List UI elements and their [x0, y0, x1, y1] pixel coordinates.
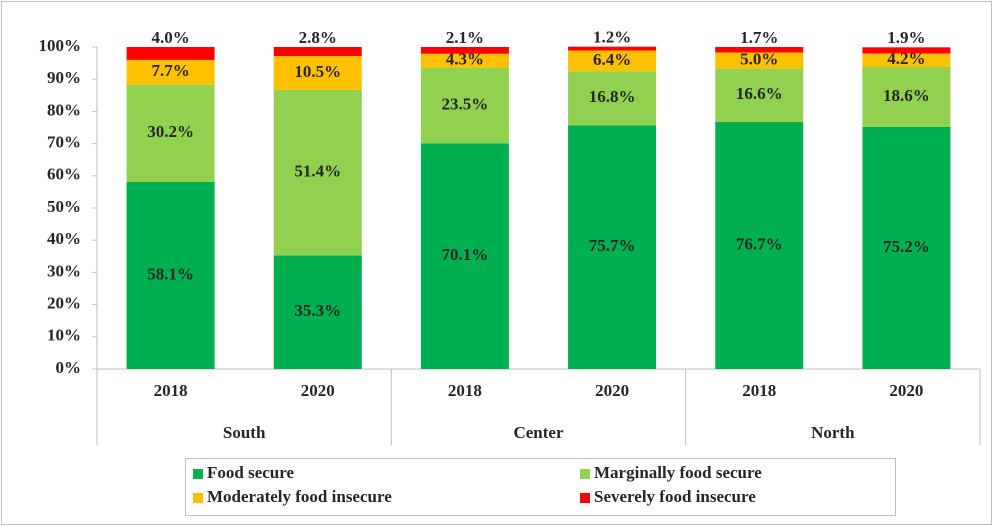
bar-segment [715, 68, 804, 123]
data-label: 16.8% [589, 87, 636, 106]
legend-label: Severely food insecure [594, 487, 756, 506]
bar-segment [273, 89, 362, 256]
data-label: 58.1% [147, 264, 194, 283]
group-label: North [811, 423, 855, 442]
y-tick-label: 30% [47, 261, 81, 280]
data-label: 23.5% [442, 94, 489, 113]
y-tick-label: 100% [39, 36, 82, 55]
legend-swatch [193, 493, 203, 503]
data-label: 51.4% [294, 161, 341, 180]
bar-segment [862, 126, 951, 369]
data-label: 7.7% [151, 61, 189, 80]
y-tick-label: 90% [47, 68, 81, 87]
group-label: Center [513, 423, 563, 442]
bar-segment [568, 50, 657, 72]
data-label: 75.7% [589, 236, 636, 255]
y-tick-label: 20% [47, 294, 81, 313]
bar-segment [862, 47, 951, 54]
data-label: 4.3% [446, 50, 484, 69]
bar-segment [715, 47, 804, 53]
x-tick-label: 2018 [742, 381, 776, 400]
legend-label: Moderately food insecure [207, 487, 392, 506]
bar-segment [273, 56, 362, 90]
bar-segment [126, 84, 215, 182]
data-label: 10.5% [294, 62, 341, 81]
x-tick-label: 2020 [301, 381, 335, 400]
data-label: 2.8% [299, 28, 337, 47]
legend-box [185, 458, 896, 516]
bar-segment [420, 53, 509, 68]
data-label: 5.0% [740, 49, 778, 68]
data-label: 6.4% [593, 50, 631, 69]
bar-segment [273, 47, 362, 57]
bar-segment [420, 143, 509, 369]
data-label: 70.1% [442, 245, 489, 264]
bar-segment [862, 66, 951, 127]
bar-segment [126, 181, 215, 369]
x-tick-label: 2020 [595, 381, 629, 400]
bar-segment [273, 255, 362, 369]
y-tick-label: 10% [47, 326, 81, 345]
y-tick-label: 60% [47, 165, 81, 184]
data-label: 2.1% [446, 28, 484, 47]
legend-label: Food secure [207, 463, 294, 482]
bar-segment [715, 122, 804, 369]
data-label: 1.7% [740, 28, 778, 47]
bar-segment [126, 59, 215, 85]
x-tick-label: 2018 [448, 381, 482, 400]
bar-segment [420, 67, 509, 144]
x-tick-label: 2020 [889, 381, 923, 400]
x-tick-label: 2018 [154, 381, 188, 400]
data-label: 4.2% [887, 49, 925, 68]
data-label: 76.7% [736, 234, 783, 253]
data-label: 75.2% [883, 237, 930, 256]
bar-segment [126, 47, 215, 60]
y-tick-label: 50% [47, 197, 81, 216]
data-label: 1.9% [887, 28, 925, 47]
y-tick-label: 0% [56, 358, 82, 377]
bar-segment [568, 125, 657, 369]
bar-segment [420, 47, 509, 54]
data-label: 16.6% [736, 84, 783, 103]
legend-swatch [580, 493, 590, 503]
data-label: 35.3% [294, 301, 341, 320]
y-tick-label: 80% [47, 100, 81, 119]
bar-segment [862, 53, 951, 67]
data-label: 4.0% [151, 28, 189, 47]
bar-segment [568, 71, 657, 126]
legend-label: Marginally food secure [594, 463, 762, 482]
data-label: 1.2% [593, 28, 631, 47]
legend-swatch [193, 469, 203, 479]
bar-segment [715, 52, 804, 69]
data-label: 30.2% [147, 122, 194, 141]
group-label: South [223, 423, 266, 442]
bar-segment [568, 46, 657, 51]
legend-swatch [580, 469, 590, 479]
y-tick-label: 40% [47, 229, 81, 248]
data-label: 18.6% [883, 86, 930, 105]
y-tick-label: 70% [47, 133, 81, 152]
